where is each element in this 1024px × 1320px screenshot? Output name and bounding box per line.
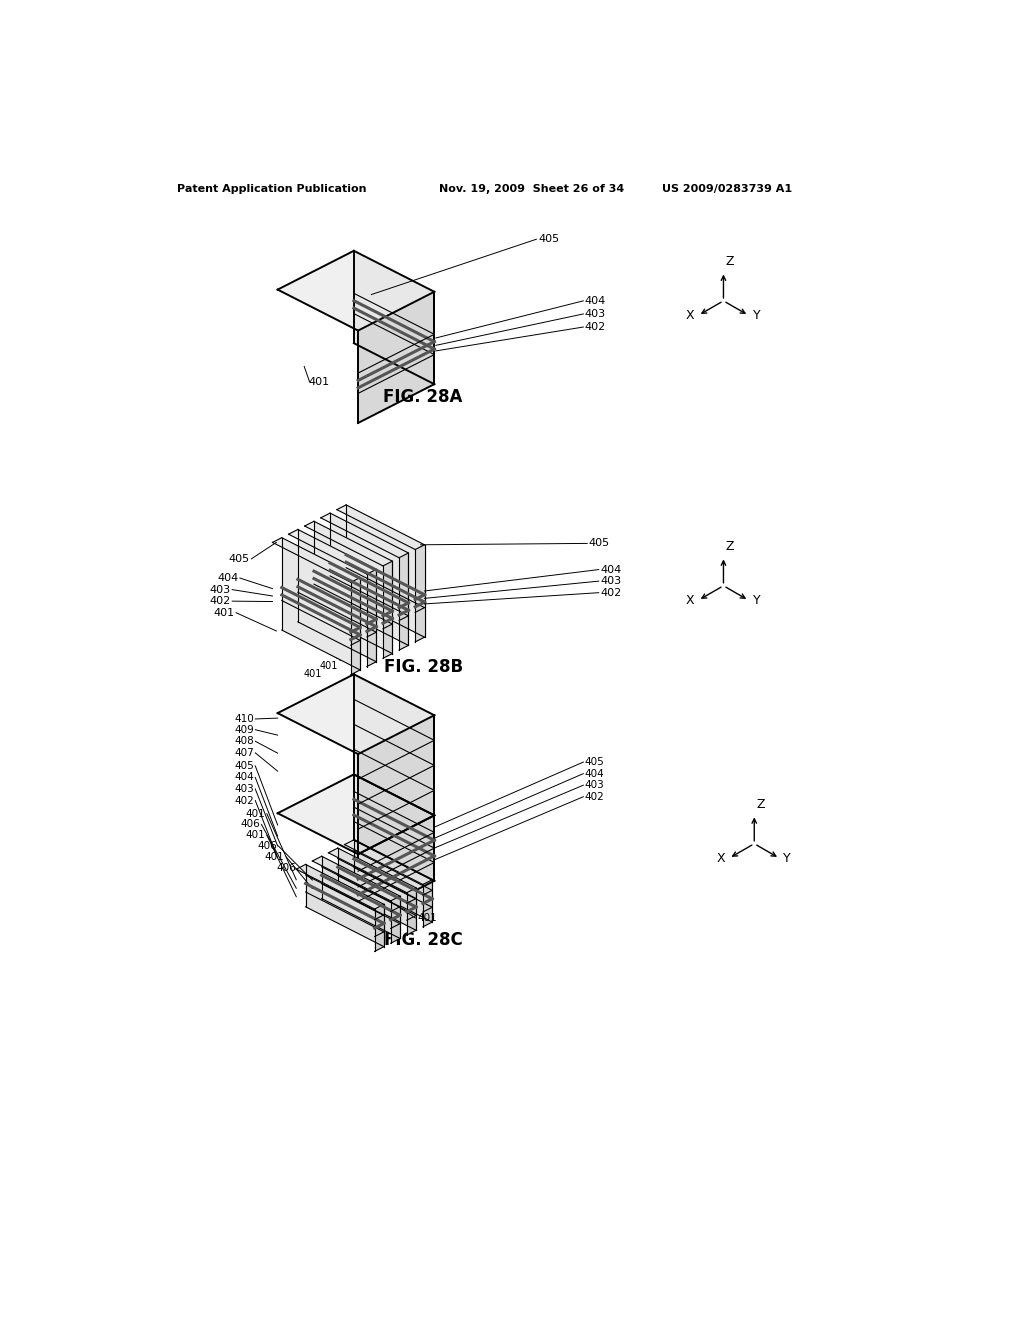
Polygon shape [337, 506, 425, 549]
Polygon shape [321, 513, 409, 558]
Text: 403: 403 [600, 576, 622, 586]
Polygon shape [351, 578, 360, 675]
Polygon shape [391, 896, 400, 944]
Polygon shape [407, 888, 416, 935]
Polygon shape [296, 865, 384, 909]
Polygon shape [358, 816, 434, 920]
Text: 403: 403 [585, 309, 606, 319]
Text: 405: 405 [234, 760, 254, 771]
Polygon shape [289, 529, 376, 574]
Text: 402: 402 [210, 597, 230, 606]
Text: 404: 404 [585, 296, 606, 306]
Text: Z: Z [757, 797, 765, 810]
Polygon shape [312, 857, 400, 900]
Text: 409: 409 [234, 725, 254, 735]
Text: 404: 404 [217, 573, 239, 583]
Polygon shape [272, 537, 360, 582]
Text: 401: 401 [303, 669, 322, 680]
Text: 401: 401 [246, 809, 265, 818]
Text: 405: 405 [585, 758, 604, 767]
Text: FIG. 28B: FIG. 28B [384, 657, 463, 676]
Polygon shape [354, 840, 432, 923]
Polygon shape [344, 840, 432, 884]
Polygon shape [278, 675, 434, 754]
Text: 405: 405 [228, 554, 250, 564]
Text: Patent Application Publication: Patent Application Publication [177, 185, 367, 194]
Text: 401: 401 [265, 851, 285, 862]
Text: 406: 406 [276, 862, 296, 873]
Text: 401: 401 [368, 636, 386, 647]
Polygon shape [354, 251, 434, 384]
Text: US 2009/0283739 A1: US 2009/0283739 A1 [662, 185, 792, 194]
Text: X: X [686, 594, 694, 607]
Text: 401: 401 [213, 607, 234, 618]
Text: Z: Z [726, 540, 734, 553]
Polygon shape [278, 775, 434, 854]
Text: 405: 405 [589, 539, 610, 548]
Polygon shape [338, 847, 416, 931]
Text: 404: 404 [234, 772, 254, 783]
Text: FIG. 28C: FIG. 28C [384, 931, 463, 949]
Text: 403: 403 [210, 585, 230, 594]
Text: 401: 401 [351, 644, 370, 655]
Text: 401: 401 [246, 830, 265, 841]
Text: 401: 401 [336, 653, 354, 663]
Polygon shape [314, 521, 392, 653]
Text: X: X [717, 851, 725, 865]
Polygon shape [330, 513, 409, 645]
Polygon shape [354, 775, 434, 880]
Polygon shape [375, 904, 384, 952]
Text: FIG. 28A: FIG. 28A [383, 388, 463, 407]
Text: 401: 401 [417, 913, 437, 923]
Text: Y: Y [753, 594, 760, 607]
Text: 401: 401 [319, 661, 338, 671]
Text: 408: 408 [234, 737, 254, 746]
Polygon shape [282, 537, 360, 671]
Polygon shape [305, 865, 384, 946]
Polygon shape [298, 529, 376, 661]
Text: 402: 402 [600, 587, 622, 598]
Text: Z: Z [726, 255, 734, 268]
Text: 402: 402 [585, 792, 604, 801]
Text: Y: Y [783, 851, 792, 865]
Polygon shape [358, 292, 434, 422]
Text: 405: 405 [539, 234, 560, 244]
Polygon shape [278, 251, 434, 330]
Polygon shape [367, 569, 376, 667]
Text: 406: 406 [257, 841, 276, 851]
Polygon shape [399, 553, 409, 651]
Text: 402: 402 [234, 796, 254, 805]
Text: 403: 403 [585, 780, 604, 791]
Text: 410: 410 [234, 714, 254, 723]
Text: X: X [686, 309, 694, 322]
Text: 407: 407 [234, 748, 254, 758]
Text: 401: 401 [308, 376, 329, 387]
Text: 403: 403 [234, 784, 254, 795]
Polygon shape [329, 847, 416, 892]
Polygon shape [358, 715, 434, 854]
Text: 404: 404 [585, 768, 604, 779]
Text: Nov. 19, 2009  Sheet 26 of 34: Nov. 19, 2009 Sheet 26 of 34 [438, 185, 624, 194]
Text: Y: Y [753, 309, 760, 322]
Polygon shape [423, 879, 432, 927]
Polygon shape [305, 521, 392, 566]
Polygon shape [383, 561, 392, 659]
Text: 402: 402 [585, 322, 606, 333]
Text: 404: 404 [600, 565, 622, 574]
Polygon shape [346, 506, 425, 638]
Text: 406: 406 [241, 820, 260, 829]
Polygon shape [415, 545, 425, 642]
Polygon shape [322, 857, 400, 939]
Polygon shape [354, 675, 434, 816]
